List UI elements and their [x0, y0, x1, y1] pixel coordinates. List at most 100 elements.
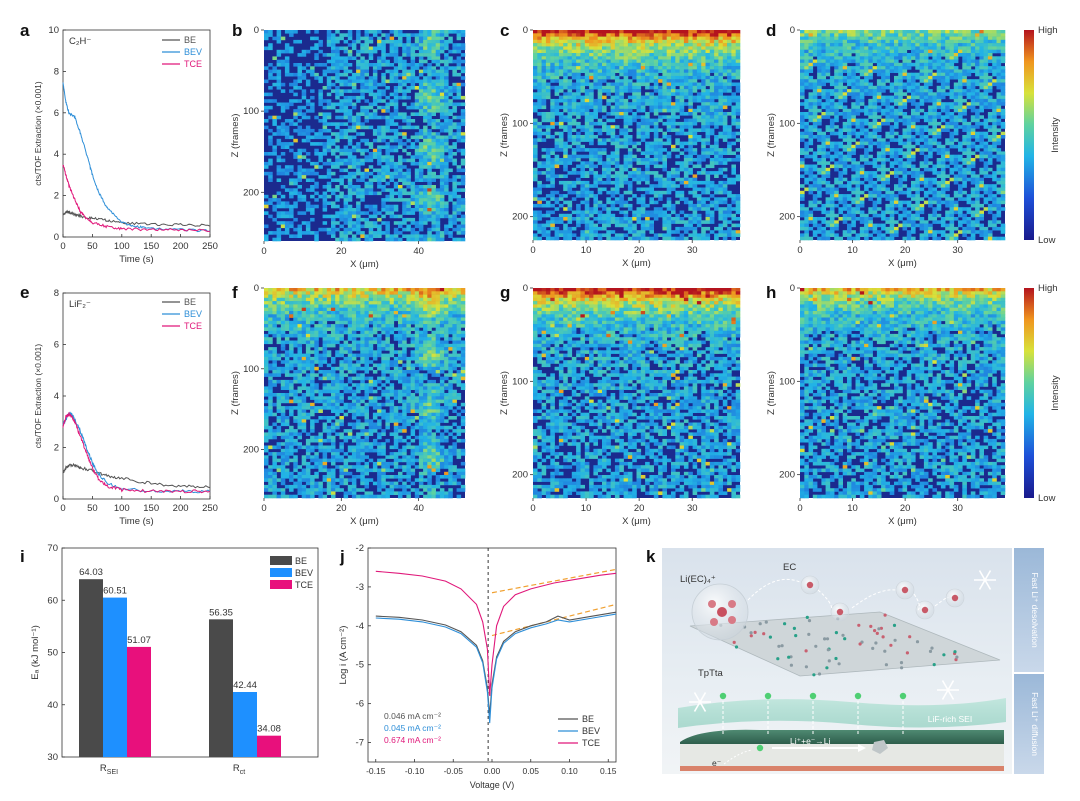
heatmap-cell — [410, 119, 416, 123]
heatmap-cell — [356, 49, 361, 54]
heatmap-cell — [996, 30, 1002, 34]
heatmap-cell — [576, 49, 581, 54]
heatmap-cell — [696, 43, 702, 47]
heatmap-cell — [368, 188, 374, 192]
heatmap-cell — [305, 49, 311, 54]
heatmap-cell — [301, 194, 307, 199]
heatmap-cell — [953, 72, 959, 77]
heatmap-cell — [696, 39, 702, 44]
heatmap-cell — [360, 95, 365, 100]
heatmap-cell — [318, 63, 323, 67]
heatmap-cell — [448, 158, 453, 163]
heatmap-cell — [640, 233, 646, 237]
heatmap-cell — [705, 141, 711, 146]
heatmap-cell — [885, 39, 890, 44]
heatmap-cell — [614, 220, 620, 224]
heatmap-cell — [701, 207, 706, 211]
heatmap-cell — [368, 30, 374, 34]
heatmap-cell — [360, 211, 365, 215]
heatmap-cell — [385, 204, 390, 209]
heatmap-cell — [347, 89, 353, 93]
heatmap-cell — [423, 175, 428, 179]
heatmap-cell — [268, 135, 273, 140]
heatmap-cell — [705, 112, 711, 116]
heatmap-cell — [671, 236, 676, 241]
heatmap-cell — [580, 43, 585, 47]
heatmap-cell — [368, 112, 374, 116]
heatmap-cell — [602, 53, 607, 57]
heatmap-cell — [280, 231, 286, 235]
heatmap-cell — [623, 203, 629, 208]
heatmap-cell — [662, 154, 667, 159]
heatmap-cell — [584, 89, 590, 93]
heatmap-cell — [666, 56, 672, 60]
heatmap-cell — [571, 69, 577, 73]
heatmap-cell — [305, 128, 311, 133]
heatmap-cell — [589, 194, 594, 198]
heatmap-cell — [627, 217, 633, 221]
heatmap-cell — [580, 82, 585, 87]
heatmap-cell — [898, 46, 903, 50]
heatmap-cell — [735, 207, 741, 211]
heatmap-cell — [804, 33, 809, 37]
heatmap-cell — [662, 190, 667, 195]
heatmap-cell — [558, 217, 564, 221]
heatmap-cell — [606, 128, 611, 132]
heatmap-cell — [859, 39, 865, 44]
heatmap-cell — [825, 36, 831, 41]
heatmap-cell — [962, 46, 967, 50]
heatmap-cell — [632, 36, 637, 41]
heatmap-cell — [567, 226, 573, 231]
heatmap-cell — [398, 161, 403, 166]
heatmap-cell — [550, 72, 555, 77]
heatmap-cell — [272, 132, 277, 136]
heatmap-cell — [722, 79, 728, 83]
heatmap-cell — [842, 49, 848, 54]
heatmap-cell — [645, 161, 650, 165]
heatmap-cell — [335, 109, 340, 113]
heatmap-cell — [554, 30, 560, 34]
heatmap-cell — [653, 213, 659, 218]
heatmap-cell — [945, 49, 950, 54]
heatmap-cell — [821, 56, 826, 60]
heatmap-cell — [714, 138, 719, 142]
heatmap-cell — [597, 66, 603, 70]
heatmap-cell — [589, 49, 594, 54]
heatmap-cell — [567, 112, 573, 116]
heatmap-cell — [970, 69, 976, 73]
heatmap-cell — [718, 213, 723, 218]
heatmap-cell — [435, 217, 441, 222]
heatmap-cell — [545, 95, 551, 100]
heatmap-cell — [398, 171, 403, 176]
heatmap-cell — [619, 59, 624, 64]
heatmap-cell — [701, 144, 706, 149]
heatmap-cell — [584, 203, 590, 208]
heatmap-cell — [364, 234, 369, 238]
heatmap-cell — [714, 151, 719, 155]
heatmap-cell — [658, 138, 663, 142]
heatmap-cell — [360, 178, 365, 182]
heatmap-cell — [696, 72, 702, 77]
heatmap-cell — [953, 56, 959, 60]
heatmap-cell — [284, 145, 290, 149]
heatmap-cell — [851, 66, 856, 70]
heatmap-cell — [876, 36, 882, 41]
heatmap-cell — [662, 59, 667, 64]
legend-label-a-TCE: TCE — [184, 59, 202, 69]
heatmap-cell — [666, 108, 672, 113]
heatmap-cell — [851, 46, 856, 50]
heatmap-cell — [537, 49, 542, 54]
heatmap-cell — [692, 66, 698, 70]
heatmap-cell — [385, 155, 390, 159]
heatmap-cell — [276, 231, 282, 235]
heatmap-cell — [735, 233, 741, 237]
heatmap-cell — [280, 128, 286, 133]
heatmap-cell — [936, 33, 942, 37]
heatmap-cell — [439, 208, 445, 212]
heatmap-cell — [714, 108, 719, 113]
heatmap-cell — [722, 95, 728, 100]
heatmap-cell — [589, 112, 594, 116]
heatmap-cell — [714, 59, 719, 64]
heatmap-cell — [675, 43, 680, 47]
heatmap-cell — [671, 36, 676, 41]
